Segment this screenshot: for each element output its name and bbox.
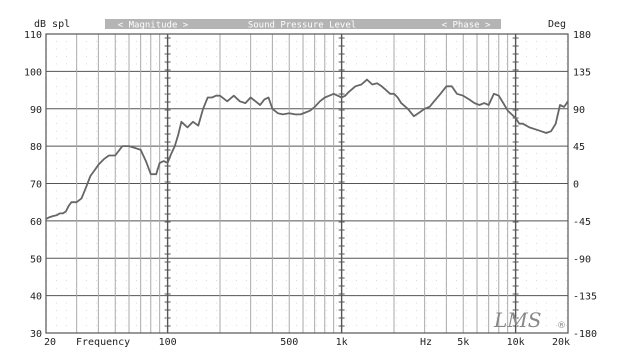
x-tick-label: 5k — [457, 337, 469, 348]
frequency-label: Frequency — [76, 337, 130, 348]
y-right-tick-label: 135 — [573, 67, 591, 78]
y-tick-label: 60 — [30, 217, 42, 228]
x-tick-label: 20 — [44, 337, 56, 348]
y-tick-label: 50 — [30, 254, 42, 265]
x-axis: 20 100 500 1k 5k 10k 20k — [44, 337, 570, 348]
y-right-tick-label: 180 — [573, 30, 591, 41]
y-tick-label: 70 — [30, 180, 42, 191]
magnitude-tab-bg[interactable] — [105, 19, 201, 29]
chart-title: Sound Pressure Level — [248, 21, 356, 31]
x-tick-label: 10k — [507, 337, 525, 348]
logo-mark: ® — [557, 321, 566, 331]
y-tick-label: 90 — [30, 105, 42, 116]
y-right-tick-label: 90 — [573, 105, 585, 116]
phase-tab[interactable]: < Phase > — [442, 21, 491, 31]
y-right-tick-label: -90 — [573, 254, 591, 265]
y-tick-label: 80 — [30, 142, 42, 153]
series-group — [45, 78, 569, 220]
right-unit-label: Deg — [548, 19, 566, 30]
y-right-tick-label: 0 — [573, 180, 579, 191]
title-bar-bg — [201, 19, 501, 29]
x-tick-label: 20k — [552, 337, 570, 348]
magnitude-tab[interactable]: < Magnitude > — [118, 21, 189, 31]
x-tick-label: 1k — [336, 337, 348, 348]
y-tick-label: 30 — [30, 329, 42, 340]
logo-text: LMS — [493, 308, 541, 332]
y-right-tick-label: -45 — [573, 217, 591, 228]
plot-frame — [45, 33, 569, 334]
y-right-tick-label: 45 — [573, 142, 585, 153]
y-axis-left: 30 40 50 60 70 80 90 100 110 — [24, 30, 42, 340]
left-unit-label: dB spl — [34, 19, 70, 30]
spl-curve — [45, 78, 569, 220]
y-tick-label: 40 — [30, 292, 42, 303]
x-tick-label: 100 — [159, 337, 177, 348]
y-right-tick-label: -180 — [573, 329, 597, 340]
lms-logo: LMS ® — [493, 308, 566, 332]
y-tick-label: 100 — [24, 67, 42, 78]
y-right-tick-label: -135 — [573, 292, 597, 303]
x-tick-label: 500 — [280, 337, 298, 348]
y-tick-label: 110 — [24, 30, 42, 41]
hz-label: Hz — [420, 337, 432, 348]
y-axis-right: -180 -135 -90 -45 0 45 90 135 180 — [573, 30, 597, 340]
grid — [45, 33, 569, 334]
